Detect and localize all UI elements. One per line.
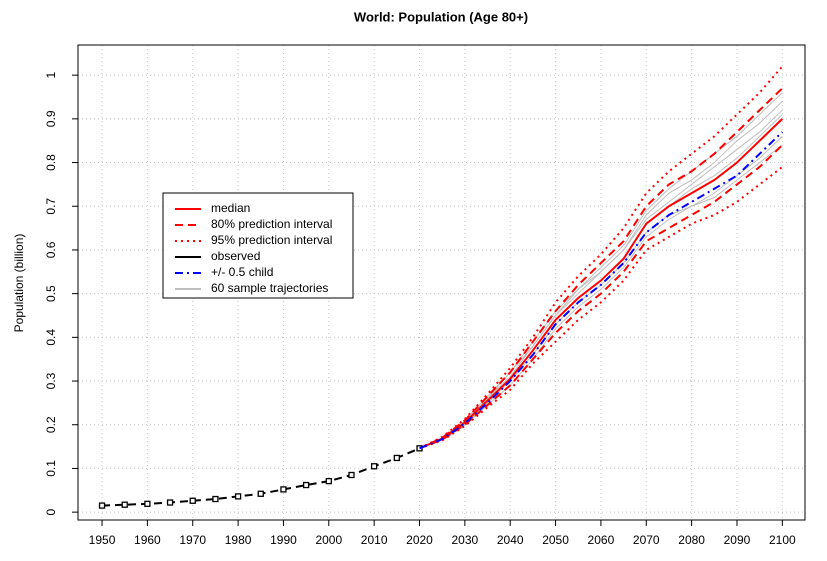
x-tick-label: 2040 bbox=[497, 533, 524, 547]
legend-label: 95% prediction interval bbox=[211, 233, 332, 247]
legend-label: observed bbox=[211, 249, 260, 263]
interval-line bbox=[419, 166, 783, 450]
series-line bbox=[419, 118, 784, 450]
x-tick-label: 2010 bbox=[361, 533, 388, 547]
point-marker bbox=[371, 463, 378, 470]
legend-label: +/- 0.5 child bbox=[211, 265, 273, 279]
y-tick-label: 0.4 bbox=[44, 329, 58, 346]
chart-title: World: Population (Age 80+) bbox=[354, 9, 528, 24]
y-tick-label: 0.2 bbox=[44, 416, 58, 433]
y-tick-label: 0.1 bbox=[44, 460, 58, 477]
x-tick-label: 1950 bbox=[89, 533, 116, 547]
point-marker bbox=[166, 499, 174, 506]
y-tick-label: 0.3 bbox=[44, 372, 58, 389]
y-tick-label: 0.6 bbox=[44, 241, 58, 258]
point-marker bbox=[212, 495, 219, 503]
x-tick-label: 2080 bbox=[678, 533, 705, 547]
plot-frame bbox=[77, 44, 806, 521]
legend-box bbox=[162, 192, 354, 299]
series-line bbox=[419, 131, 784, 450]
x-tick-label: 2060 bbox=[588, 533, 615, 547]
point-marker bbox=[348, 471, 355, 479]
series-line bbox=[101, 447, 420, 507]
x-tick-label: 2000 bbox=[315, 533, 342, 547]
interval-line bbox=[419, 65, 784, 450]
x-tick-label: 2100 bbox=[769, 533, 796, 547]
x-tick-label: 2050 bbox=[542, 533, 569, 547]
point-marker bbox=[144, 500, 151, 507]
point-marker bbox=[325, 477, 332, 485]
legend-label: 60 sample trajectories bbox=[211, 281, 328, 295]
point-marker bbox=[98, 502, 106, 509]
point-marker bbox=[393, 454, 400, 462]
x-tick-label: 2090 bbox=[724, 533, 751, 547]
point-marker bbox=[234, 493, 242, 500]
point-marker bbox=[121, 501, 128, 508]
trajectory-line bbox=[419, 109, 783, 449]
point-marker bbox=[189, 497, 196, 504]
x-tick-label: 1990 bbox=[270, 533, 297, 547]
y-tick-label: 0 bbox=[44, 508, 58, 515]
point-marker bbox=[257, 490, 264, 497]
legend: median 80% prediction interval 95% predict… bbox=[162, 192, 354, 299]
x-tick-label: 1970 bbox=[179, 533, 206, 547]
y-axis-label: Population (billion) bbox=[12, 234, 26, 333]
x-tick-label: 2070 bbox=[633, 533, 660, 547]
legend-label: 80% prediction interval bbox=[211, 217, 332, 231]
y-tick-label: 0.7 bbox=[44, 198, 58, 215]
trajectory-line bbox=[419, 92, 783, 449]
point-marker bbox=[302, 481, 310, 489]
y-tick-label: 0.5 bbox=[44, 285, 58, 302]
x-tick-label: 1980 bbox=[225, 533, 252, 547]
legend-label: median bbox=[211, 201, 250, 215]
x-tick-label: 1960 bbox=[134, 533, 161, 547]
point-marker bbox=[280, 486, 287, 493]
y-tick-label: 0.8 bbox=[44, 154, 58, 171]
interval-line bbox=[419, 144, 784, 450]
interval-line bbox=[419, 87, 784, 450]
x-tick-label: 2030 bbox=[452, 533, 479, 547]
y-tick-label: 1 bbox=[44, 71, 58, 78]
y-tick-label: 0.9 bbox=[44, 110, 58, 127]
x-tick-label: 2020 bbox=[406, 533, 433, 547]
